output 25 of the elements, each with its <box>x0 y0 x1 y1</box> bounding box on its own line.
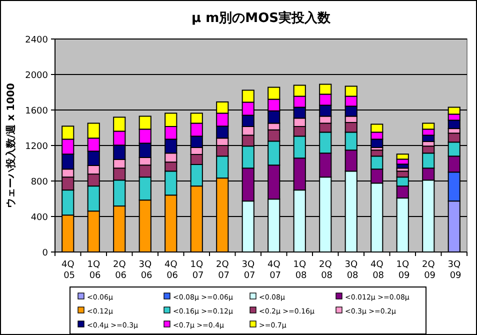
y-tick-label: 800 <box>30 178 48 188</box>
y-tick-label: 1200 <box>25 142 48 152</box>
chart-title: μ m別のMOS実投入数 <box>192 10 332 26</box>
y-tick-label: 2400 <box>25 36 48 46</box>
x-tick-label: 2Q 09 <box>421 260 436 281</box>
y-tick-label: 400 <box>30 213 48 223</box>
x-tick-label: 3Q 08 <box>344 260 359 281</box>
y-tick-label: 2000 <box>25 71 48 81</box>
x-tick-label: 4Q 07 <box>266 260 282 281</box>
x-tick-label: 4Q 08 <box>370 260 384 281</box>
x-tick-label: 3Q 06 <box>138 260 153 281</box>
x-tick-label: 2Q 07 <box>215 260 230 281</box>
y-tick-label: 0 <box>42 248 48 258</box>
x-tick-label: 4Q 05 <box>60 260 76 281</box>
x-tick-label: 1Q 06 <box>86 260 102 281</box>
y-tick-label: 1600 <box>25 106 48 116</box>
x-tick-label: 4Q 06 <box>164 260 178 281</box>
x-tick-label: 1Q 09 <box>395 260 410 281</box>
y-axis-title: ウェーハ投入数/週 x 1000 <box>5 83 17 208</box>
x-tick-label: 1Q 08 <box>292 260 308 281</box>
x-tick-label: 1Q 07 <box>189 260 204 281</box>
x-tick-label: 2Q 08 <box>318 260 333 281</box>
x-tick-label: 2Q 06 <box>112 260 127 281</box>
x-tick-label: 3Q 09 <box>446 260 462 281</box>
x-tick-label: 3Q 07 <box>240 260 256 281</box>
